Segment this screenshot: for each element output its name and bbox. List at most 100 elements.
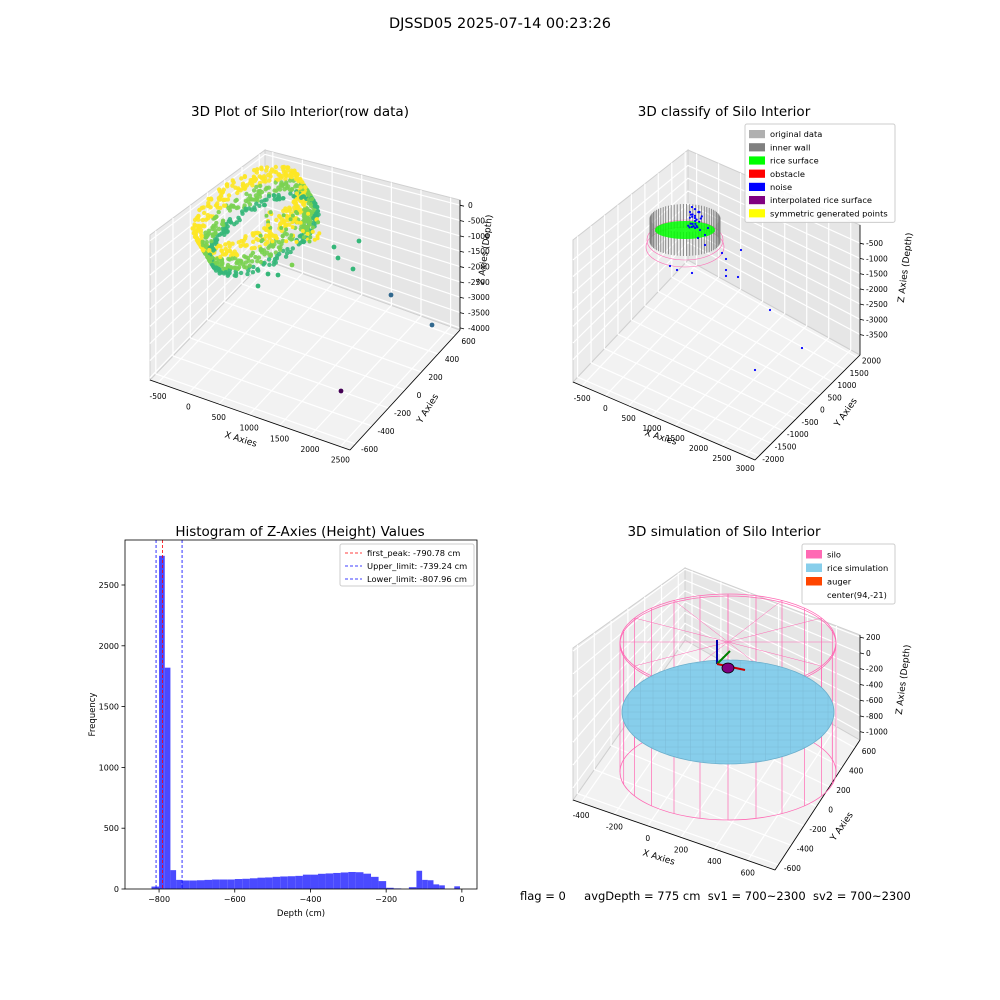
sim-silo-roof-line [634,617,729,643]
raw-point [245,255,251,261]
raw-point [224,228,229,233]
classify-noise-point [693,208,697,211]
classify-noise-point [739,248,743,252]
raw-z-tick [459,281,465,284]
raw-y-tick-label: 600 [461,337,476,346]
classify-y-tick-label: -1500 [775,443,797,452]
classify-legend-swatch [749,182,765,191]
raw-point [210,263,215,268]
sim-axis-arrow-y [716,650,731,665]
hist-bar [427,880,434,889]
raw-point [246,206,252,211]
raw-z-tick [459,312,465,314]
classify-interp-ring [646,219,724,261]
histogram-plot: −800 −600 −400 −200 0 0 500 1000 1500 2000 2500 Dep… [88,539,478,919]
raw-point [250,270,256,275]
hist-legend-label: Lower_limit: -807.96 cm [367,574,467,584]
classify-legend: original data inner wall rice surface obsta… [744,123,896,223]
raw-point [310,229,315,234]
raw-point [210,232,215,237]
raw-point [284,251,290,256]
classify-noise-point [688,210,692,214]
classify-noise-point [703,243,707,247]
raw-plot-title: 3D Plot of Silo Interior(row data) [191,104,409,120]
raw-y-tick-label: 0 [417,391,422,400]
classify-y-grid-line [644,183,821,395]
raw-point [300,239,305,244]
raw-point [230,256,235,261]
raw-point [213,203,219,208]
hist-axes: −800 −600 −400 −200 0 0 500 1000 1500 2000 2500 Dep… [88,539,478,919]
raw-x-tick-label: 1500 [270,434,289,443]
raw-point [246,268,251,273]
raw-y-grid-line [189,205,389,409]
raw-y-grid-line [155,230,356,445]
classify-noise-point [699,217,702,220]
raw-point [301,235,306,240]
raw-point [292,171,297,176]
raw-point [255,230,260,235]
raw-point [264,213,269,218]
raw-point [273,250,279,255]
raw-point [294,191,299,196]
raw-x-axis-line [149,379,351,451]
raw-point [256,191,261,196]
classify-legend-swatch [749,169,765,178]
raw-point [288,178,293,183]
raw-point [305,231,310,236]
classify-noise-point [698,228,702,232]
raw-z-tick [459,220,465,222]
hist-bar [234,879,243,889]
classify-noise-point [694,219,697,223]
sim-z-grid-line [572,611,861,743]
hist-bar [439,885,445,889]
raw-point [254,170,259,175]
raw-point [223,197,228,202]
classify-z-grid-line [572,203,861,311]
simulation-3d-plot: -400 -200 0 200 400 600 -600 -400 -200 0 200 400 600… [572,543,913,878]
hist-bar [227,879,235,889]
sim-z-grid-line [572,601,861,720]
raw-point [311,215,316,221]
raw-point [290,246,295,251]
hist-bar [408,887,417,889]
raw-point [251,174,257,179]
raw-point [217,187,222,192]
raw-point [282,187,287,192]
hist-bar [302,874,311,889]
hist-bar [280,876,288,889]
raw-point [206,196,211,202]
raw-point [221,203,227,208]
raw-point [295,211,300,216]
classify-legend-label: obstacle [770,169,805,179]
hist-bar [386,887,394,889]
classify-x-grid-line [744,221,852,457]
raw-point [260,176,265,181]
sim-silo-roof-line [634,641,729,667]
classify-3d-plot: -500050010001500200025003000-2000-1500-1… [572,123,915,473]
classify-legend-swatch [749,209,765,218]
raw-point [200,247,206,253]
hist-bar [355,872,364,889]
raw-z-tick-label: -1500 [468,247,490,256]
raw-point [276,196,281,202]
raw-point [250,183,255,188]
classify-legend-label: inner wall [770,142,810,152]
raw-point [252,207,257,212]
hist-y-tick-label: 500 [104,824,119,833]
raw-z-tick-label: -2000 [468,263,490,272]
raw-point [273,169,279,175]
hist-bar [257,877,266,889]
raw-point [259,250,265,255]
hist-bar [170,870,177,889]
raw-z-tick-label: -3000 [468,293,490,302]
raw-point [309,196,315,202]
classify-x-tick-label: 0 [603,404,608,413]
classify-y-grid-line [603,215,785,432]
raw-point [263,187,268,192]
raw-x-grid-line [309,190,422,437]
hist-bar [378,881,387,889]
raw-y-tick-label: 400 [445,355,460,364]
sim-legend-swatch [806,563,822,572]
classify-noise-point [720,251,724,255]
